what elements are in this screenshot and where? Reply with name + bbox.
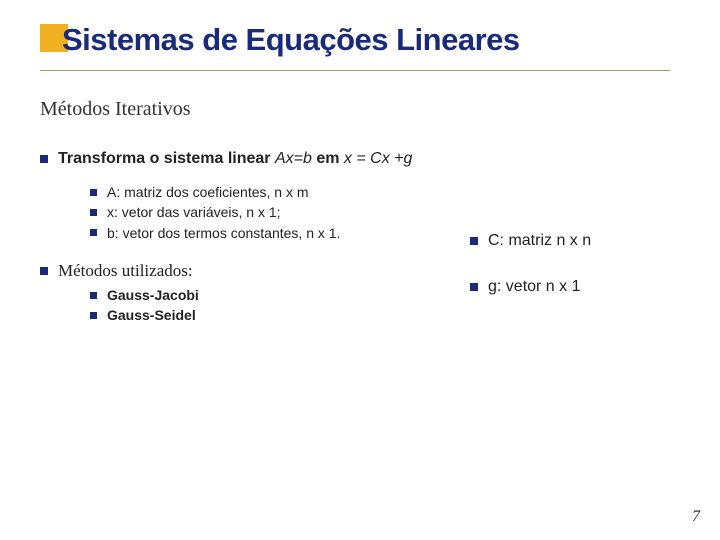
bullet-icon <box>40 155 48 163</box>
bullet-icon <box>90 312 97 319</box>
title-underline <box>40 70 670 71</box>
bullet-icon <box>40 267 48 275</box>
sub-bullet-b-text: b: vetor dos termos constantes, n x 1. <box>107 223 340 243</box>
sub-bullets-methods: Gauss-Jacobi Gauss-Seidel <box>90 285 680 326</box>
page-number: 7 <box>692 508 700 526</box>
bullet-icon <box>90 189 97 196</box>
sub-bullet-gauss-seidel: Gauss-Seidel <box>90 305 680 325</box>
bullet-transform: Transforma o sistema linear Ax=b em x = … <box>40 150 680 168</box>
sub-bullets-definitions: A: matriz dos coeficientes, n x m x: vet… <box>90 182 680 243</box>
annotation-g: g: vetor n x 1 <box>470 278 581 296</box>
sub-bullet-x-text: x: vetor das variáveis, n x 1; <box>107 202 281 222</box>
bullet-icon <box>90 292 97 299</box>
slide-title: Sistemas de Equações Lineares <box>62 22 520 58</box>
sub-bullet-b: b: vetor dos termos constantes, n x 1. <box>90 223 680 243</box>
sub-bullet-x: x: vetor das variáveis, n x 1; <box>90 202 680 222</box>
annotation-c: C: matriz n x n <box>470 232 591 250</box>
bullet-transform-text: Transforma o sistema linear Ax=b em x = … <box>58 150 412 168</box>
bullet-icon <box>90 209 97 216</box>
annotation-g-text: g: vetor n x 1 <box>488 278 581 296</box>
slide-subtitle: Métodos Iterativos <box>40 98 191 121</box>
sub-bullet-a-text: A: matriz dos coeficientes, n x m <box>107 182 309 202</box>
bullet-icon <box>90 229 97 236</box>
annotation-c-text: C: matriz n x n <box>488 232 591 250</box>
method-2-text: Gauss-Seidel <box>107 305 196 325</box>
bullet-methods: Métodos utilizados: <box>40 261 680 281</box>
bullet-icon <box>470 237 478 245</box>
method-1-text: Gauss-Jacobi <box>107 285 199 305</box>
sub-bullet-gauss-jacobi: Gauss-Jacobi <box>90 285 680 305</box>
sub-bullet-a: A: matriz dos coeficientes, n x m <box>90 182 680 202</box>
bullet-methods-label: Métodos utilizados: <box>58 261 193 281</box>
bullet-icon <box>470 283 478 291</box>
